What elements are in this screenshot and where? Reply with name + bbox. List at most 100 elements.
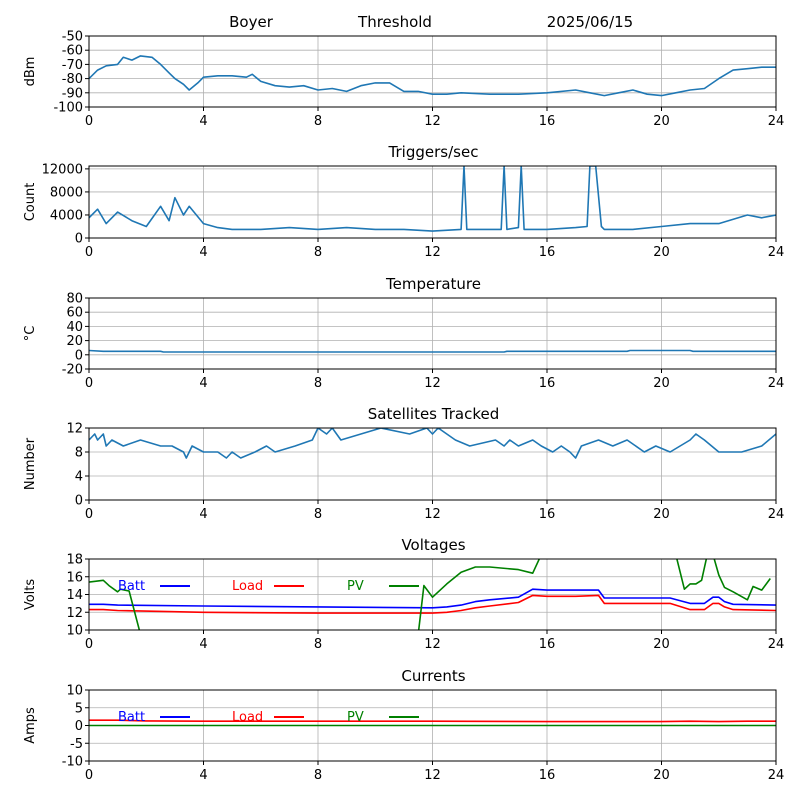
x-tick-label: 0 xyxy=(85,376,93,391)
y-tick-label: 10 xyxy=(66,624,83,639)
series-line-temperature xyxy=(89,349,776,353)
y-tick-label: 8000 xyxy=(50,185,83,200)
x-tick-label: 20 xyxy=(653,245,670,260)
y-tick-label: 0 xyxy=(75,494,83,509)
header-mode: Threshold xyxy=(357,13,432,31)
x-tick-label: 0 xyxy=(85,114,93,129)
y-axis-label: Amps xyxy=(23,707,38,744)
x-tick-label: 12 xyxy=(424,114,441,129)
y-tick-label: 12 xyxy=(66,606,83,621)
plot-currents: 0 4 8 12 16 20 24 10 5 0 -5 -10 Amps Currents Batt Load… xyxy=(23,667,784,783)
y-tick-label: 60 xyxy=(66,306,83,321)
y-tick-label: 12 xyxy=(66,422,83,437)
chart-title: Triggers/sec xyxy=(388,143,479,161)
x-tick-label: 8 xyxy=(314,376,322,391)
x-tick-label: 20 xyxy=(653,507,670,522)
y-tick-label: 10 xyxy=(66,684,83,699)
legend-label-batt: Batt xyxy=(118,579,145,594)
x-tick-label: 4 xyxy=(199,245,207,260)
y-tick-label: 4000 xyxy=(50,208,83,223)
chart-title: Temperature xyxy=(385,275,481,293)
x-tick-label: 24 xyxy=(768,245,785,260)
x-tick-label: 4 xyxy=(199,507,207,522)
y-tick-label: -60 xyxy=(62,44,83,59)
x-tick-label: 16 xyxy=(539,376,556,391)
y-tick-label: 5 xyxy=(75,701,83,716)
x-tick-label: 0 xyxy=(85,245,93,260)
series-line-load xyxy=(89,719,776,723)
chart-title: Voltages xyxy=(401,536,465,554)
x-tick-label: 12 xyxy=(424,637,441,652)
y-tick-label: 0 xyxy=(75,232,83,247)
x-tick-label: 24 xyxy=(768,376,785,391)
x-tick-label: 16 xyxy=(539,768,556,783)
x-tick-label: 16 xyxy=(539,637,556,652)
y-tick-label: -80 xyxy=(62,72,83,87)
y-tick-label: 0 xyxy=(75,719,83,734)
x-tick-label: 16 xyxy=(539,245,556,260)
header-station: Boyer xyxy=(229,13,274,31)
x-tick-label: 0 xyxy=(85,507,93,522)
y-tick-label: -100 xyxy=(53,101,83,116)
x-tick-label: 24 xyxy=(768,114,785,129)
plot-voltages: 0 4 8 12 16 20 24 18 16 14 12 10 Volts Voltages Batt Lo… xyxy=(23,536,784,652)
legend-label-pv: PV xyxy=(347,579,364,594)
series-line-satellites xyxy=(89,428,776,459)
series-line-signal xyxy=(89,55,776,97)
y-tick-label: -70 xyxy=(62,58,83,73)
x-tick-label: 4 xyxy=(199,637,207,652)
x-tick-label: 24 xyxy=(768,507,785,522)
x-tick-label: 20 xyxy=(653,637,670,652)
y-tick-label: 80 xyxy=(66,292,83,307)
x-tick-label: 0 xyxy=(85,637,93,652)
x-tick-label: 24 xyxy=(768,768,785,783)
series-line-batt xyxy=(89,588,776,609)
header-date: 2025/06/15 xyxy=(547,13,633,31)
x-tick-label: 4 xyxy=(199,376,207,391)
plot-signal: 0 4 8 12 16 20 24 -50-60-70-80-90-100 dBm xyxy=(23,30,784,130)
series-line-triggers xyxy=(89,166,776,232)
chart-title: Satellites Tracked xyxy=(368,405,499,423)
y-tick-label: 40 xyxy=(66,320,83,335)
legend-label-batt: Batt xyxy=(118,710,145,725)
x-tick-label: 4 xyxy=(199,768,207,783)
plot-satellites: 0 4 8 12 16 20 24 12 8 4 0 Number Satellites Tracked xyxy=(23,405,784,522)
legend-label-load: Load xyxy=(232,710,263,725)
x-tick-label: 12 xyxy=(424,768,441,783)
x-tick-label: 4 xyxy=(199,114,207,129)
y-tick-label: 4 xyxy=(75,470,83,485)
y-tick-label: -50 xyxy=(62,30,83,45)
y-axis-label: Number xyxy=(23,437,38,490)
x-tick-label: 16 xyxy=(539,114,556,129)
x-tick-label: 16 xyxy=(539,507,556,522)
y-axis-label: °C xyxy=(23,326,38,342)
x-tick-label: 8 xyxy=(314,768,322,783)
y-axis-label: Volts xyxy=(23,579,38,611)
x-tick-label: 8 xyxy=(314,637,322,652)
x-tick-label: 8 xyxy=(314,507,322,522)
y-tick-label: 14 xyxy=(66,588,83,603)
legend-label-load: Load xyxy=(232,579,263,594)
y-tick-label: 0 xyxy=(75,348,83,363)
y-tick-label: -20 xyxy=(62,363,83,378)
x-tick-label: 12 xyxy=(424,507,441,522)
y-axis-label: Count xyxy=(23,183,38,222)
series-line-pv xyxy=(89,559,771,630)
y-tick-label: -90 xyxy=(62,86,83,101)
x-tick-label: 0 xyxy=(85,768,93,783)
y-tick-label: -5 xyxy=(70,737,83,752)
x-tick-label: 24 xyxy=(768,637,785,652)
x-tick-label: 20 xyxy=(653,768,670,783)
x-tick-label: 20 xyxy=(653,114,670,129)
x-tick-label: 20 xyxy=(653,376,670,391)
y-tick-label: -10 xyxy=(62,755,83,770)
y-tick-label: 20 xyxy=(66,334,83,349)
y-tick-label: 12000 xyxy=(42,162,83,177)
chart-title: Currents xyxy=(401,667,465,685)
y-axis-label: dBm xyxy=(23,57,38,87)
y-tick-label: 8 xyxy=(75,446,83,461)
x-tick-label: 8 xyxy=(314,245,322,260)
x-tick-label: 8 xyxy=(314,114,322,129)
